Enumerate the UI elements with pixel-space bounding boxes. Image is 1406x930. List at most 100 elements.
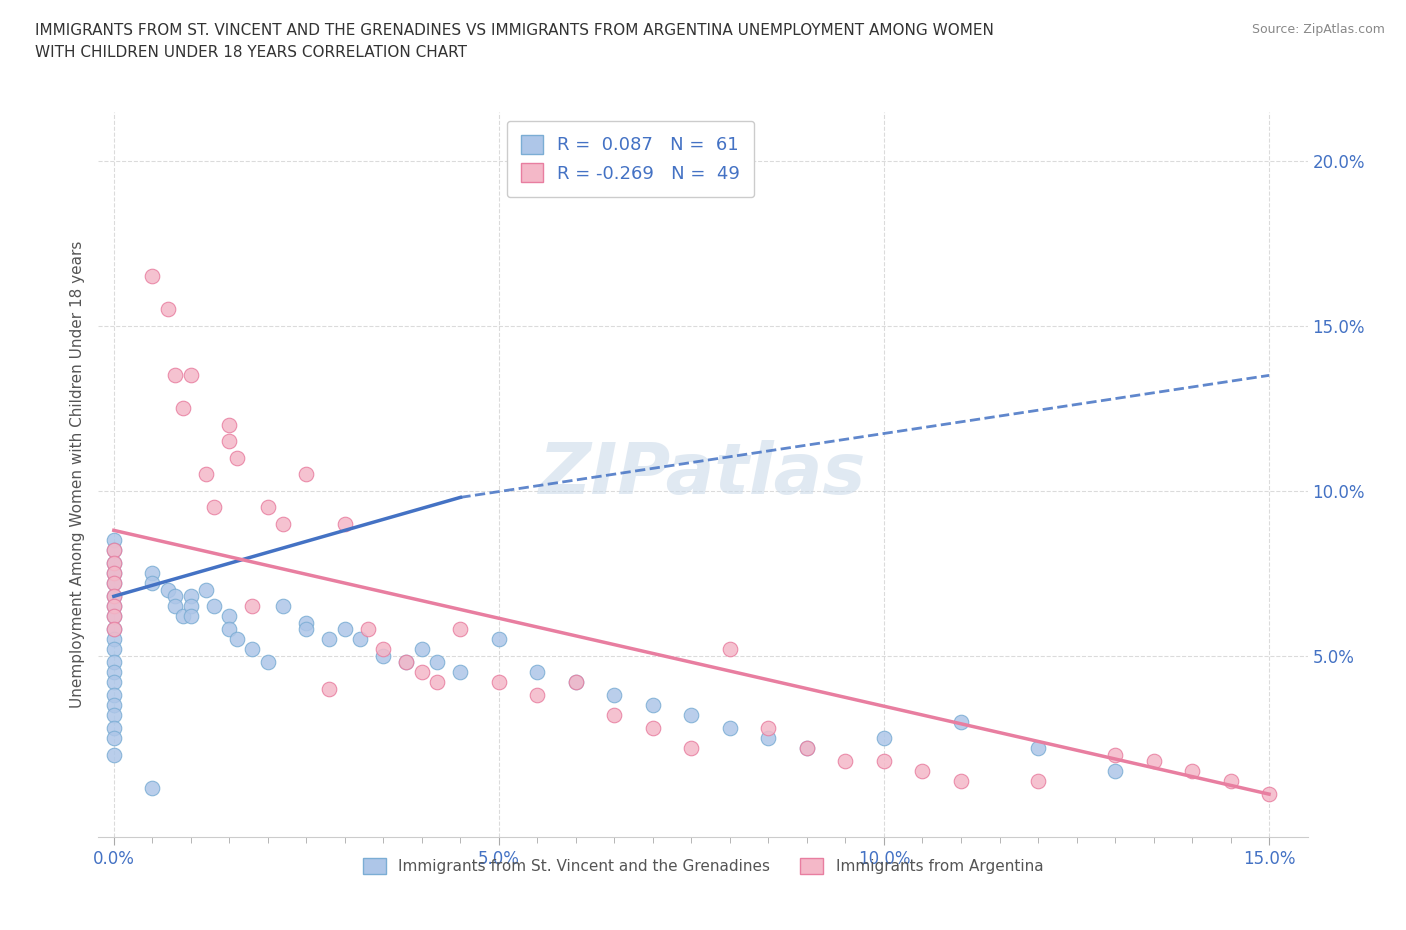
Point [488, 674, 510, 689]
Point [796, 740, 818, 755]
Point [103, 565, 125, 580]
Point [1219, 774, 1241, 789]
Point [1142, 753, 1164, 768]
Point [565, 674, 588, 689]
Point [333, 622, 356, 637]
Point [141, 576, 163, 591]
Point [449, 665, 471, 680]
Point [165, 599, 187, 614]
Point [103, 589, 125, 604]
Point [526, 665, 548, 680]
Point [180, 599, 202, 614]
Point [165, 589, 187, 604]
Point [681, 708, 703, 723]
Point [718, 721, 741, 736]
Point [1181, 764, 1204, 778]
Point [373, 642, 395, 657]
Point [226, 450, 249, 465]
Point [103, 608, 125, 623]
Point [103, 599, 125, 614]
Point [103, 599, 125, 614]
Point [103, 543, 125, 558]
Point [1104, 764, 1126, 778]
Point [395, 655, 418, 670]
Point [911, 764, 934, 778]
Point [218, 434, 240, 449]
Point [526, 688, 548, 703]
Point [165, 368, 187, 383]
Point [449, 622, 471, 637]
Point [103, 589, 125, 604]
Point [103, 556, 125, 571]
Point [318, 631, 340, 646]
Point [1026, 740, 1049, 755]
Point [1026, 774, 1049, 789]
Point [271, 516, 294, 531]
Point [156, 302, 179, 317]
Point [873, 753, 896, 768]
Point [603, 688, 626, 703]
Point [349, 631, 371, 646]
Point [242, 642, 264, 657]
Point [141, 780, 163, 795]
Point [488, 631, 510, 646]
Point [103, 688, 125, 703]
Point [271, 599, 294, 614]
Point [318, 681, 340, 696]
Point [103, 674, 125, 689]
Point [242, 599, 264, 614]
Point [156, 582, 179, 597]
Point [103, 565, 125, 580]
Point [565, 674, 588, 689]
Point [103, 708, 125, 723]
Y-axis label: Unemployment Among Women with Children Under 18 years: Unemployment Among Women with Children U… [69, 241, 84, 708]
Point [172, 608, 194, 623]
Point [103, 556, 125, 571]
Text: ZIPatlas: ZIPatlas [540, 440, 866, 509]
Point [103, 533, 125, 548]
Point [295, 467, 318, 482]
Point [1258, 787, 1281, 802]
Point [195, 467, 218, 482]
Point [180, 589, 202, 604]
Point [103, 665, 125, 680]
Point [103, 543, 125, 558]
Point [218, 608, 240, 623]
Point [333, 516, 356, 531]
Point [873, 731, 896, 746]
Point [411, 665, 433, 680]
Point [357, 622, 380, 637]
Point [395, 655, 418, 670]
Point [295, 616, 318, 631]
Point [103, 747, 125, 762]
Point [834, 753, 856, 768]
Point [202, 599, 225, 614]
Text: IMMIGRANTS FROM ST. VINCENT AND THE GRENADINES VS IMMIGRANTS FROM ARGENTINA UNEM: IMMIGRANTS FROM ST. VINCENT AND THE GREN… [35, 23, 994, 38]
Point [195, 582, 218, 597]
Point [180, 608, 202, 623]
Point [103, 642, 125, 657]
Point [641, 698, 664, 712]
Point [641, 721, 664, 736]
Point [603, 708, 626, 723]
Point [758, 731, 780, 746]
Point [758, 721, 780, 736]
Point [103, 576, 125, 591]
Point [202, 499, 225, 514]
Point [718, 642, 741, 657]
Point [103, 631, 125, 646]
Point [426, 674, 449, 689]
Point [226, 631, 249, 646]
Point [950, 714, 973, 729]
Point [681, 740, 703, 755]
Point [103, 608, 125, 623]
Point [103, 622, 125, 637]
Point [141, 565, 163, 580]
Point [103, 622, 125, 637]
Point [373, 648, 395, 663]
Point [257, 655, 280, 670]
Point [411, 642, 433, 657]
Legend: Immigrants from St. Vincent and the Grenadines, Immigrants from Argentina: Immigrants from St. Vincent and the Gren… [357, 852, 1049, 880]
Point [180, 368, 202, 383]
Point [1104, 747, 1126, 762]
